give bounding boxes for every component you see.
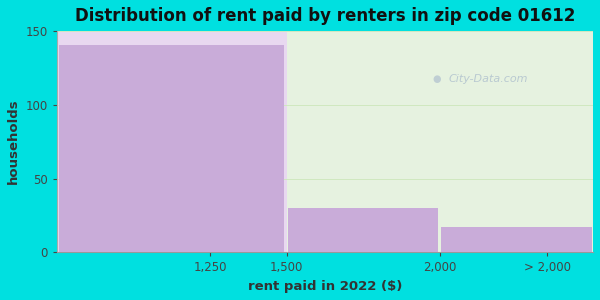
Y-axis label: households: households: [7, 99, 20, 184]
Bar: [288, 208, 439, 253]
X-axis label: rent paid in 2022 ($): rent paid in 2022 ($): [248, 280, 402, 293]
Bar: [442, 227, 592, 253]
Bar: [57, 31, 287, 253]
Bar: [287, 31, 593, 253]
Bar: [59, 46, 284, 253]
Text: City-Data.com: City-Data.com: [448, 74, 528, 85]
Title: Distribution of rent paid by renters in zip code 01612: Distribution of rent paid by renters in …: [75, 7, 575, 25]
Text: ●: ●: [432, 74, 440, 85]
